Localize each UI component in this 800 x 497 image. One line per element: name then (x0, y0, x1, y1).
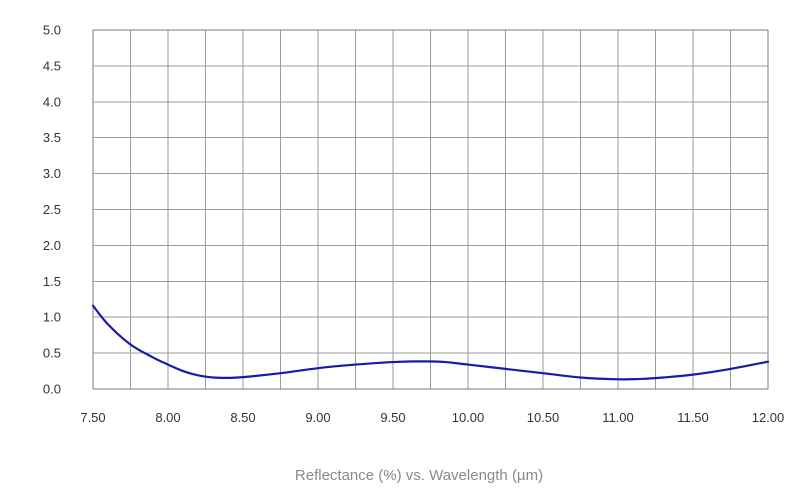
x-tick-label: 11.50 (677, 410, 709, 425)
x-tick-label: 8.50 (230, 410, 255, 425)
y-tick-label: 1.0 (43, 310, 61, 325)
x-axis-tick-labels: 7.50 8.00 8.50 9.00 9.50 10.00 10.50 11.00 11.50… (80, 410, 784, 425)
y-tick-label: 0.0 (43, 382, 61, 397)
y-tick-label: 1.5 (43, 274, 61, 289)
x-tick-label: 7.50 (80, 410, 105, 425)
y-tick-label: 5.0 (43, 23, 61, 38)
x-tick-label: 10.00 (452, 410, 485, 425)
x-tick-label: 10.50 (527, 410, 560, 425)
y-tick-label: 3.0 (43, 166, 61, 181)
y-tick-label: 2.0 (43, 238, 61, 253)
y-tick-label: 4.5 (43, 58, 61, 73)
y-tick-label: 4.0 (43, 94, 61, 109)
x-tick-label: 8.00 (155, 410, 180, 425)
y-tick-label: 2.5 (43, 202, 61, 217)
x-axis-title: Reflectance (%) vs. Wavelength (µm) (295, 467, 543, 484)
x-tick-label: 9.50 (380, 410, 405, 425)
reflectance-series-line (91, 304, 770, 381)
y-tick-label: 0.5 (43, 346, 61, 361)
x-tick-label: 9.00 (305, 410, 330, 425)
x-tick-label: 11.00 (602, 410, 634, 425)
x-tick-label: 12.00 (752, 410, 785, 425)
y-tick-label: 3.5 (43, 130, 61, 145)
y-axis-tick-labels: 0.0 0.5 1.0 1.5 2.0 2.5 3.0 3.5 4.0 4.5 5.0 (43, 23, 61, 397)
chart-grid (92, 29, 769, 390)
